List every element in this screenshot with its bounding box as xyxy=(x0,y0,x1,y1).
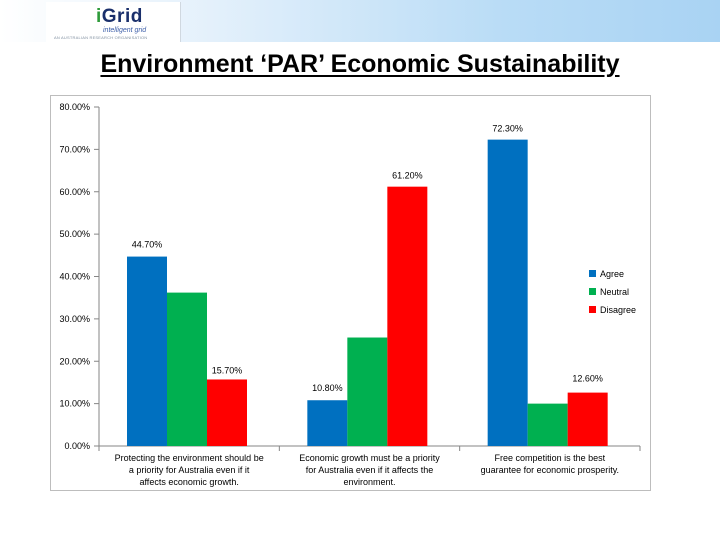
legend-label-agree: Agree xyxy=(600,269,624,279)
logo-name: Grid xyxy=(101,6,143,27)
y-tick-label: 0.00% xyxy=(64,441,90,451)
bar-neutral xyxy=(527,403,568,446)
bar-agree xyxy=(487,139,528,446)
y-tick-label: 10.00% xyxy=(59,399,90,409)
y-tick-label: 80.00% xyxy=(59,102,90,112)
data-label: 61.20% xyxy=(392,171,423,181)
data-label: 10.80% xyxy=(312,383,343,393)
y-tick-label: 50.00% xyxy=(59,229,90,239)
logo-tagline: AN AUSTRALIAN RESEARCH ORGANISATION xyxy=(54,35,148,40)
x-category-label: affects economic growth. xyxy=(139,477,238,487)
data-label: 72.30% xyxy=(492,124,523,134)
bar-disagree xyxy=(207,379,247,446)
x-category-label: Protecting the environment should be xyxy=(115,453,264,463)
bar-neutral xyxy=(347,337,388,446)
bar-agree xyxy=(307,400,348,446)
slide-title: Environment ‘PAR’ Economic Sustainabilit… xyxy=(0,50,720,79)
logo-letter-i: i xyxy=(96,6,102,27)
bar-neutral xyxy=(167,292,207,446)
x-category-label: for Australia even if it affects the xyxy=(306,465,433,475)
legend-swatch-disagree xyxy=(589,306,596,313)
legend-label-disagree: Disagree xyxy=(600,305,636,315)
y-tick-label: 60.00% xyxy=(59,187,90,197)
y-tick-label: 30.00% xyxy=(59,314,90,324)
logo xyxy=(46,2,181,42)
x-category-label: environment. xyxy=(343,477,395,487)
logo-subtitle: intelligent grid xyxy=(103,27,147,34)
slide-title-text: Environment ‘PAR’ Economic Sustainabilit… xyxy=(100,50,620,78)
bar-agree xyxy=(127,256,167,446)
legend-label-neutral: Neutral xyxy=(600,287,629,297)
bar-disagree xyxy=(567,392,608,446)
data-label: 12.60% xyxy=(572,374,603,384)
bar-disagree xyxy=(387,186,428,447)
y-tick-label: 20.00% xyxy=(59,356,90,366)
x-category-label: Economic growth must be a priority xyxy=(299,453,440,463)
x-category-label: Free competition is the best xyxy=(495,453,606,463)
data-label: 44.70% xyxy=(132,240,163,250)
y-tick-label: 70.00% xyxy=(59,144,90,154)
legend-swatch-neutral xyxy=(589,288,596,295)
y-tick-label: 40.00% xyxy=(59,272,90,282)
x-category-label: a priority for Australia even if it xyxy=(129,465,250,475)
logo-wordmark: iGrid xyxy=(96,6,143,28)
legend-swatch-agree xyxy=(589,270,596,277)
x-category-label: guarantee for economic prosperity. xyxy=(481,465,619,475)
data-label: 15.70% xyxy=(212,365,243,375)
